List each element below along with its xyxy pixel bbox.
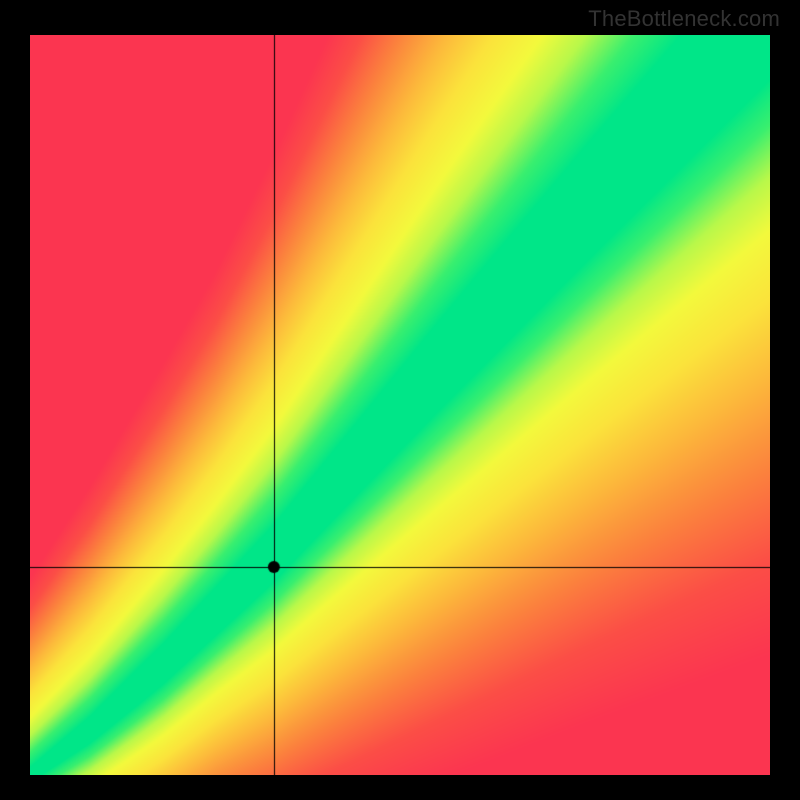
plot-area xyxy=(30,35,770,775)
chart-frame: TheBottleneck.com xyxy=(0,0,800,800)
bottleneck-heatmap xyxy=(30,35,770,775)
watermark-text: TheBottleneck.com xyxy=(588,6,780,32)
